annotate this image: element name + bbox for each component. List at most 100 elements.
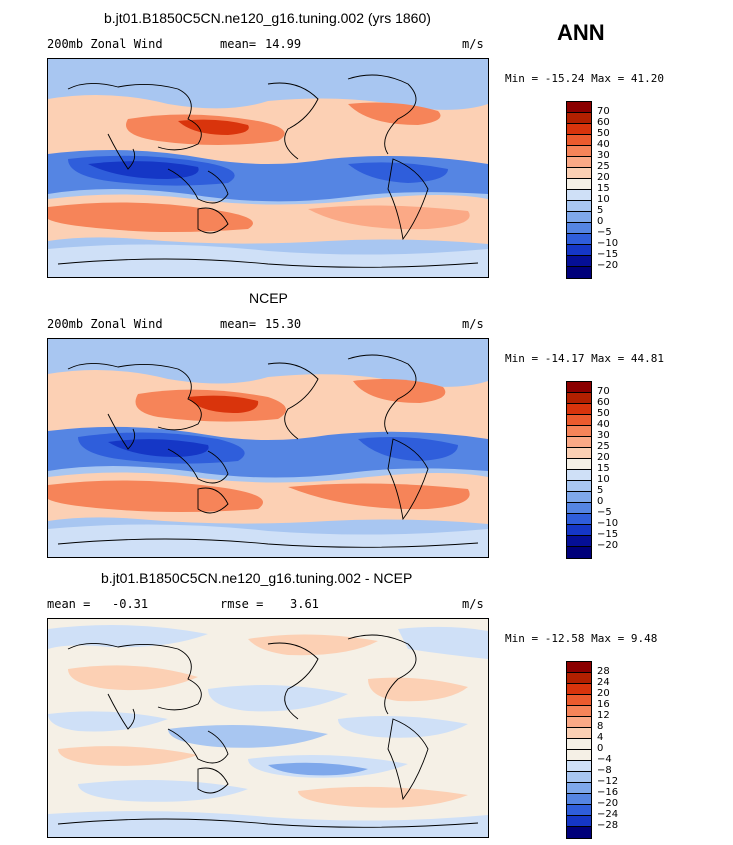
panel3-rmse-value: 3.61 xyxy=(290,597,319,611)
season-label: ANN xyxy=(557,20,605,45)
panel1-colorbar-tick-label: −20 xyxy=(597,260,619,271)
panel2-colorbar-tick-label: −5 xyxy=(597,507,612,518)
panel3-colorbar-swatch xyxy=(567,772,591,783)
panel1-title: b.jt01.B1850C5CN.ne120_g16.tuning.002 (y… xyxy=(104,10,431,26)
panel1-colorbar-swatch xyxy=(567,102,591,113)
panel1-colorbar-swatch xyxy=(567,113,591,124)
panel3-colorbar-tick-label: −12 xyxy=(597,776,619,787)
panel1-colorbar-tick-label: 5 xyxy=(597,205,604,216)
panel3-colorbar-swatch xyxy=(567,695,591,706)
panel2-colorbar xyxy=(566,381,592,559)
panel2-mean-label: mean= xyxy=(220,317,257,331)
panel1-colorbar-tick-label: 10 xyxy=(597,194,610,205)
panel3-colorbar-swatch xyxy=(567,783,591,794)
panel1-colorbar-swatch xyxy=(567,234,591,245)
panel2-colorbar-tick-label: −20 xyxy=(597,540,619,551)
panel3-colorbar-tick-label: −4 xyxy=(597,754,612,765)
panel2-colorbar-tick-label: −15 xyxy=(597,529,619,540)
panel2-colorbar-swatch xyxy=(567,415,591,426)
panel3-min-max: Min = -12.58 Max = 9.48 xyxy=(505,632,658,645)
panel3-colorbar-swatch xyxy=(567,794,591,805)
panel3-colorbar-tick-label: −24 xyxy=(597,809,619,820)
panel3-colorbar-tick-label: 8 xyxy=(597,721,604,732)
panel2-colorbar-swatch xyxy=(567,393,591,404)
panel2-colorbar-tick-label: 50 xyxy=(597,408,610,419)
panel3-colorbar-tick-label: 28 xyxy=(597,666,610,677)
panel3-colorbar xyxy=(566,661,592,839)
panel1-colorbar-swatch xyxy=(567,135,591,146)
panel3-colorbar-swatch xyxy=(567,684,591,695)
panel2-map xyxy=(47,338,489,558)
panel2-title: NCEP xyxy=(249,290,288,306)
panel3-colorbar-swatch xyxy=(567,662,591,673)
panel3-contour-map xyxy=(48,619,488,837)
panel3-map xyxy=(47,618,489,838)
panel2-colorbar-swatch xyxy=(567,547,591,558)
panel1-min-max: Min = -15.24 Max = 41.20 xyxy=(505,72,664,85)
panel2-colorbar-tick-label: 60 xyxy=(597,397,610,408)
panel1-colorbar-swatch xyxy=(567,190,591,201)
panel1-colorbar-swatch xyxy=(567,179,591,190)
panel3-colorbar-tick-label: 24 xyxy=(597,677,610,688)
panel1-colorbar-tick-label: 25 xyxy=(597,161,610,172)
panel3-colorbar-tick-label: 20 xyxy=(597,688,610,699)
panel2-colorbar-tick-label: 20 xyxy=(597,452,610,463)
panel2-min-max: Min = -14.17 Max = 44.81 xyxy=(505,352,664,365)
panel1-map xyxy=(47,58,489,278)
panel1-variable-label: 200mb Zonal Wind xyxy=(47,37,163,51)
panel2-colorbar-swatch xyxy=(567,470,591,481)
panel2-colorbar-swatch xyxy=(567,459,591,470)
panel2-colorbar-tick-label: 40 xyxy=(597,419,610,430)
panel2-colorbar-swatch xyxy=(567,536,591,547)
panel3-colorbar-swatch xyxy=(567,706,591,717)
panel2-colorbar-tick-label: 15 xyxy=(597,463,610,474)
panel1-colorbar-swatch xyxy=(567,267,591,278)
panel3-colorbar-swatch xyxy=(567,673,591,684)
panel1-colorbar-tick-label: −15 xyxy=(597,249,619,260)
panel1-colorbar-swatch xyxy=(567,256,591,267)
panel2-colorbar-swatch xyxy=(567,503,591,514)
panel1-contour-map xyxy=(48,59,488,277)
panel2-colorbar-swatch xyxy=(567,492,591,503)
panel1-colorbar-swatch xyxy=(567,157,591,168)
panel3-colorbar-tick-label: −16 xyxy=(597,787,619,798)
panel1-colorbar-tick-label: 20 xyxy=(597,172,610,183)
panel1-colorbar-swatch xyxy=(567,245,591,256)
panel1-colorbar-tick-label: 40 xyxy=(597,139,610,150)
panel3-title: b.jt01.B1850C5CN.ne120_g16.tuning.002 - … xyxy=(101,570,413,586)
panel2-colorbar-tick-label: 5 xyxy=(597,485,604,496)
panel3-mean-value: -0.31 xyxy=(112,597,149,611)
panel2-units: m/s xyxy=(462,317,484,331)
panel1-colorbar-swatch xyxy=(567,124,591,135)
panel1-colorbar-swatch xyxy=(567,168,591,179)
panel2-colorbar-swatch xyxy=(567,525,591,536)
panel2-colorbar-tick-label: 10 xyxy=(597,474,610,485)
panel3-colorbar-tick-label: −28 xyxy=(597,820,619,831)
panel2-colorbar-tick-label: −10 xyxy=(597,518,619,529)
panel1-colorbar-tick-label: 70 xyxy=(597,106,610,117)
panel2-variable-label: 200mb Zonal Wind xyxy=(47,317,163,331)
panel3-colorbar-tick-label: −20 xyxy=(597,798,619,809)
panel1-colorbar-tick-label: 30 xyxy=(597,150,610,161)
panel2-colorbar-swatch xyxy=(567,481,591,492)
panel3-colorbar-swatch xyxy=(567,728,591,739)
panel3-colorbar-swatch xyxy=(567,805,591,816)
panel3-colorbar-swatch xyxy=(567,717,591,728)
panel1-colorbar-swatch xyxy=(567,146,591,157)
panel1-mean-label: mean= xyxy=(220,37,257,51)
panel2-colorbar-swatch xyxy=(567,382,591,393)
panel2-colorbar-tick-label: 30 xyxy=(597,430,610,441)
panel1-colorbar-swatch xyxy=(567,212,591,223)
panel2-colorbar-tick-label: 25 xyxy=(597,441,610,452)
panel1-colorbar-swatch xyxy=(567,223,591,234)
panel1-colorbar-tick-label: −5 xyxy=(597,227,612,238)
panel1-units: m/s xyxy=(462,37,484,51)
panel1-colorbar-tick-label: −10 xyxy=(597,238,619,249)
panel3-rmse-label: rmse = xyxy=(220,597,264,611)
panel3-colorbar-tick-label: 16 xyxy=(597,699,610,710)
panel2-mean-value: 15.30 xyxy=(265,317,302,331)
panel2-colorbar-swatch xyxy=(567,514,591,525)
panel3-colorbar-swatch xyxy=(567,816,591,827)
panel2-contour-map xyxy=(48,339,488,557)
panel3-units: m/s xyxy=(462,597,484,611)
